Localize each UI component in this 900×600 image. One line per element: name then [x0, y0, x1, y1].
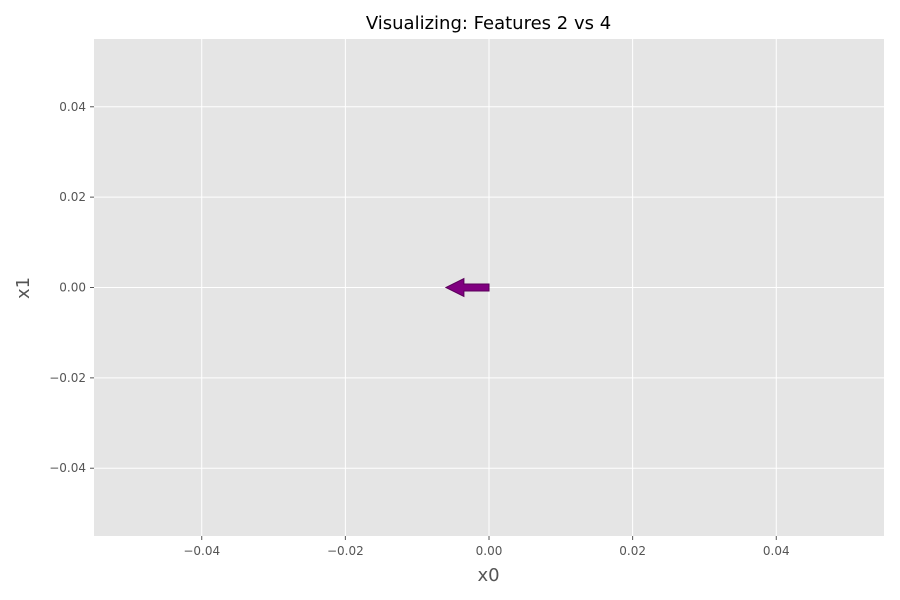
arrow-layer	[444, 277, 490, 298]
x-tick-label: −0.04	[183, 544, 220, 558]
y-tick-label: 0.02	[59, 190, 86, 204]
x-axis-ticks: −0.04 −0.02 0.00 0.02 0.04	[183, 536, 790, 558]
vector-arrow	[444, 277, 490, 298]
y-tick-label: 0.00	[59, 281, 86, 295]
x-tick-label: 0.00	[476, 544, 503, 558]
x-tick-label: −0.02	[327, 544, 364, 558]
chart-title: Visualizing: Features 2 vs 4	[366, 13, 611, 34]
y-tick-label: −0.02	[49, 371, 86, 385]
y-axis-ticks: −0.04 −0.02 0.00 0.02 0.04	[49, 100, 94, 475]
y-axis-label: x1	[13, 277, 34, 299]
y-tick-label: 0.04	[59, 100, 86, 114]
y-tick-label: −0.04	[49, 461, 86, 475]
x-tick-label: 0.04	[763, 544, 790, 558]
x-tick-label: 0.02	[619, 544, 646, 558]
x-axis-label: x0	[477, 565, 499, 586]
